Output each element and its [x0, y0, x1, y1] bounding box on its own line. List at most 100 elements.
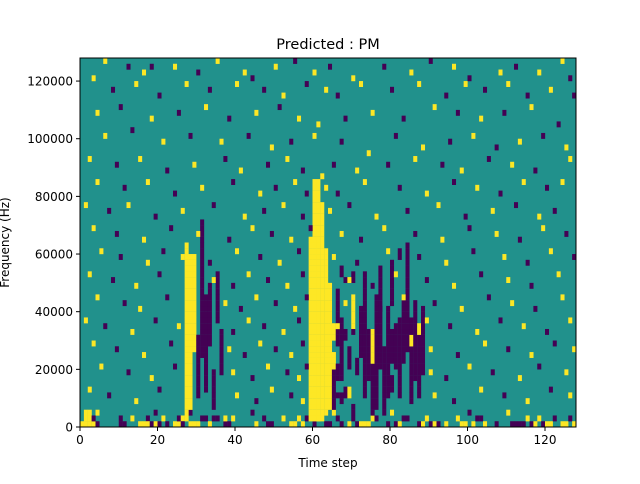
heatmap-cell [401, 334, 406, 341]
heatmap-cell [370, 375, 375, 382]
y-tick-label: 60000 [35, 248, 73, 262]
heatmap-cell [200, 254, 205, 260]
heatmap-cell [200, 311, 205, 318]
heatmap-cell [362, 380, 367, 387]
heatmap-cell [405, 282, 410, 289]
heatmap-cell [196, 340, 201, 347]
heatmap-cell [161, 415, 166, 422]
heatmap-cell [421, 340, 426, 347]
heatmap-cell [204, 323, 209, 330]
heatmap-cell [409, 352, 414, 358]
heatmap-cell [568, 415, 573, 422]
heatmap-cell [413, 323, 418, 330]
heatmap-cell [320, 294, 325, 301]
heatmap-cell [366, 340, 371, 347]
heatmap-cell [324, 254, 329, 260]
heatmap-cell [409, 392, 414, 399]
heatmap-cell [149, 115, 154, 122]
heatmap-cell [409, 363, 414, 370]
heatmap-cell [215, 317, 220, 324]
heatmap-cell [320, 317, 325, 324]
heatmap-cell [122, 184, 127, 191]
heatmap-cell [188, 254, 193, 260]
heatmap-cell [417, 346, 422, 353]
heatmap-cell [304, 190, 309, 197]
heatmap-cell [266, 277, 271, 284]
heatmap-cell [308, 225, 313, 232]
heatmap-cell [289, 236, 294, 243]
heatmap-cell [87, 156, 92, 162]
heatmap-cell [204, 294, 209, 301]
heatmap-cell [320, 271, 325, 278]
heatmap-cell [312, 311, 317, 318]
heatmap-cell [514, 63, 519, 70]
heatmap-cell [409, 375, 414, 382]
heatmap-cell [444, 375, 449, 382]
heatmap-cell [145, 421, 150, 428]
heatmap-cell [316, 398, 321, 405]
heatmap-cell [374, 328, 379, 335]
heatmap-cell [196, 352, 201, 358]
heatmap-cell [533, 421, 538, 428]
heatmap-cell [494, 144, 499, 151]
heatmap-cell [200, 230, 205, 237]
heatmap-cell [316, 254, 321, 260]
heatmap-cell [312, 207, 317, 214]
heatmap-cell [200, 265, 205, 272]
heatmap-cell [111, 86, 116, 93]
heatmap-cell [316, 248, 321, 255]
heatmap-cell [316, 207, 321, 214]
heatmap-cell [366, 421, 371, 428]
heatmap-cell [370, 415, 375, 422]
heatmap-cell [463, 81, 468, 87]
heatmap-cell [328, 311, 333, 318]
heatmap-cell [122, 421, 127, 428]
heatmap-cell [211, 403, 216, 410]
heatmap-cell [328, 207, 333, 214]
heatmap-cell [328, 386, 333, 393]
heatmap-cell [83, 317, 88, 324]
heatmap-cell [200, 219, 205, 226]
heatmap-cell [200, 323, 205, 330]
heatmap-cell [328, 340, 333, 347]
heatmap-cell [192, 334, 197, 341]
heatmap-cell [207, 328, 212, 335]
heatmap-cell [320, 357, 325, 364]
heatmap-cell [393, 323, 398, 330]
y-tick-label: 0 [65, 421, 73, 435]
heatmap-cell [541, 132, 546, 139]
heatmap-cell [529, 282, 534, 289]
heatmap-cell [211, 202, 216, 209]
heatmap-cell [312, 225, 317, 232]
heatmap-cell [413, 346, 418, 353]
heatmap-cell [165, 167, 170, 174]
heatmap-cell [409, 340, 414, 347]
heatmap-cell [378, 340, 383, 347]
heatmap-cell [490, 207, 495, 214]
heatmap-cell [366, 369, 371, 376]
heatmap-cell [95, 409, 100, 416]
heatmap-cell [374, 415, 379, 422]
heatmap-cell [180, 415, 185, 422]
heatmap-cell [390, 380, 395, 387]
heatmap-cell [215, 300, 220, 307]
heatmap-cell [196, 386, 201, 393]
heatmap-cell [316, 323, 321, 330]
heatmap-cell [362, 352, 367, 358]
heatmap-cell [475, 415, 480, 422]
heatmap-cell [200, 248, 205, 255]
heatmap-cell [184, 409, 189, 416]
heatmap-cell [432, 104, 437, 111]
heatmap-cell [188, 305, 193, 312]
heatmap-cell [405, 294, 410, 301]
heatmap-cell [390, 259, 395, 266]
heatmap-cell [525, 259, 530, 266]
heatmap-cell [188, 386, 193, 393]
heatmap-cells [80, 58, 577, 428]
heatmap-cell [467, 363, 472, 370]
heatmap-cell [312, 346, 317, 353]
heatmap-cell [312, 317, 317, 324]
heatmap-cell [362, 346, 367, 353]
heatmap-cell [246, 271, 251, 278]
heatmap-cell [91, 340, 96, 347]
